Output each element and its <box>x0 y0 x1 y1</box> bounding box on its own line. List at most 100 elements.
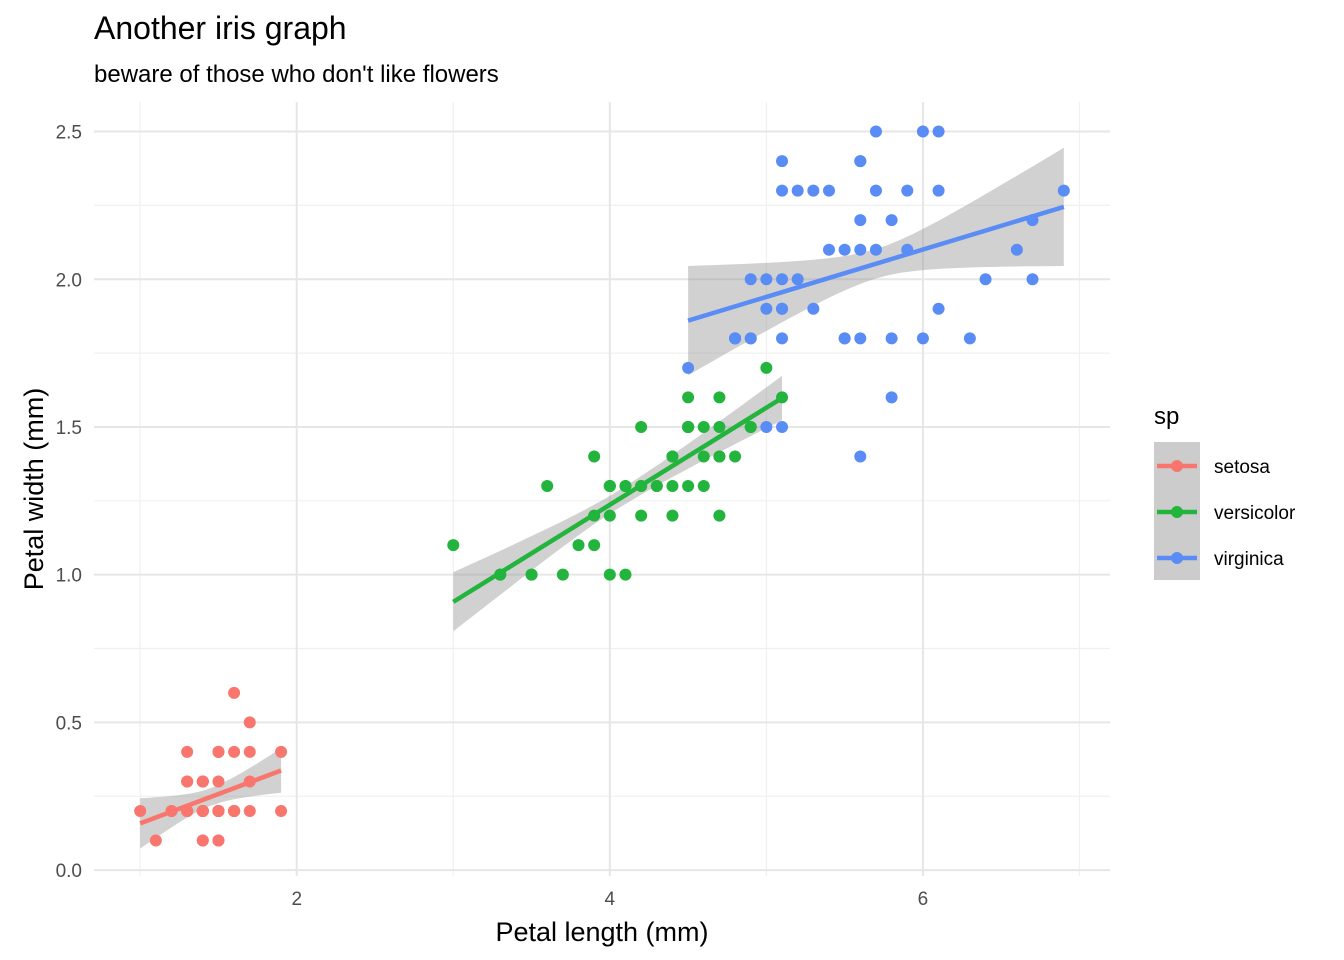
legend-label-versicolor: versicolor <box>1214 503 1296 524</box>
data-point-setosa <box>228 805 241 818</box>
data-point-versicolor <box>447 539 460 552</box>
y-tick-label: 2.5 <box>56 123 82 144</box>
data-point-virginica <box>932 302 945 315</box>
data-point-virginica <box>838 332 851 345</box>
data-point-versicolor <box>603 568 616 581</box>
data-point-setosa <box>181 775 194 788</box>
data-point-virginica <box>776 420 789 433</box>
data-point-versicolor <box>729 450 742 463</box>
x-tick-label: 6 <box>918 889 929 910</box>
data-point-versicolor <box>556 568 569 581</box>
data-point-virginica <box>760 273 773 286</box>
data-point-virginica <box>916 125 929 138</box>
y-tick-label: 1.0 <box>56 566 82 587</box>
data-point-versicolor <box>635 420 648 433</box>
data-point-virginica <box>1057 184 1070 197</box>
data-point-virginica <box>776 302 789 315</box>
x-tick-label: 2 <box>291 889 302 910</box>
grid <box>94 102 1110 876</box>
data-point-versicolor <box>666 509 679 522</box>
legend-key-point-setosa <box>1171 460 1183 472</box>
data-point-versicolor <box>572 539 585 552</box>
data-point-virginica <box>776 155 789 168</box>
data-point-virginica <box>932 125 945 138</box>
data-point-versicolor <box>682 420 695 433</box>
data-point-virginica <box>1026 273 1039 286</box>
data-point-virginica <box>1010 243 1023 256</box>
data-point-versicolor <box>541 480 554 493</box>
data-point-versicolor <box>619 568 632 581</box>
data-point-versicolor <box>713 391 726 404</box>
legend-label-virginica: virginica <box>1214 549 1284 570</box>
data-point-setosa <box>134 805 147 818</box>
data-point-setosa <box>275 805 288 818</box>
data-point-virginica <box>744 273 757 286</box>
data-point-virginica <box>916 332 929 345</box>
y-axis-title: Petal width (mm) <box>19 388 49 591</box>
data-point-versicolor <box>603 509 616 522</box>
data-point-virginica <box>854 450 867 463</box>
y-tick-label: 1.5 <box>56 418 82 439</box>
x-axis-title: Petal length (mm) <box>495 917 708 947</box>
fit-line-versicolor <box>452 396 784 604</box>
data-point-setosa <box>243 805 256 818</box>
data-point-virginica <box>744 332 757 345</box>
data-point-setosa <box>181 745 194 758</box>
data-point-setosa <box>196 775 209 788</box>
data-point-virginica <box>791 184 804 197</box>
data-point-virginica <box>963 332 976 345</box>
data-point-versicolor <box>713 420 726 433</box>
data-point-setosa <box>196 805 209 818</box>
data-point-virginica <box>932 184 945 197</box>
data-point-versicolor <box>682 391 695 404</box>
data-point-virginica <box>822 184 835 197</box>
fit-line-virginica <box>687 204 1065 323</box>
data-point-virginica <box>979 273 992 286</box>
data-point-setosa <box>243 745 256 758</box>
data-point-setosa <box>228 745 241 758</box>
data-point-versicolor <box>588 450 601 463</box>
tick-labels: 2 4 6 0.0 0.5 1.0 1.5 2.0 2.5 <box>56 123 929 910</box>
data-point-virginica <box>885 214 898 227</box>
data-point-virginica <box>854 332 867 345</box>
data-point-virginica <box>885 332 898 345</box>
data-point-virginica <box>760 302 773 315</box>
data-point-versicolor <box>697 420 710 433</box>
data-point-versicolor <box>635 509 648 522</box>
data-point-versicolor <box>525 568 538 581</box>
y-tick-label: 0.5 <box>56 713 82 734</box>
data-point-virginica <box>807 184 820 197</box>
data-point-virginica <box>869 125 882 138</box>
data-point-virginica <box>791 273 804 286</box>
data-point-versicolor <box>666 450 679 463</box>
data-point-virginica <box>822 243 835 256</box>
data-point-virginica <box>776 184 789 197</box>
legend-key-point-virginica <box>1171 552 1183 564</box>
data-point-setosa <box>228 686 241 699</box>
data-point-virginica <box>885 391 898 404</box>
legend-title: sp <box>1154 403 1179 430</box>
data-point-versicolor <box>588 539 601 552</box>
legend-key-point-versicolor <box>1171 506 1183 518</box>
data-point-versicolor <box>697 450 710 463</box>
data-point-virginica <box>869 243 882 256</box>
data-point-virginica <box>760 420 773 433</box>
data-point-versicolor <box>697 480 710 493</box>
data-point-setosa <box>243 716 256 729</box>
data-point-versicolor <box>682 480 695 493</box>
chart-title: Another iris graph <box>94 10 347 46</box>
data-point-setosa <box>196 834 209 847</box>
legend-label-setosa: setosa <box>1214 457 1270 478</box>
data-point-virginica <box>901 184 914 197</box>
legend: sp setosa versicolor virginica <box>1154 403 1296 580</box>
data-point-versicolor <box>744 420 757 433</box>
data-point-versicolor <box>713 450 726 463</box>
data-point-versicolor <box>603 480 616 493</box>
data-point-setosa <box>275 745 288 758</box>
data-point-setosa <box>212 745 225 758</box>
data-point-virginica <box>807 302 820 315</box>
data-point-virginica <box>854 214 867 227</box>
data-point-versicolor <box>666 480 679 493</box>
data-point-versicolor <box>713 509 726 522</box>
data-point-virginica <box>854 155 867 168</box>
